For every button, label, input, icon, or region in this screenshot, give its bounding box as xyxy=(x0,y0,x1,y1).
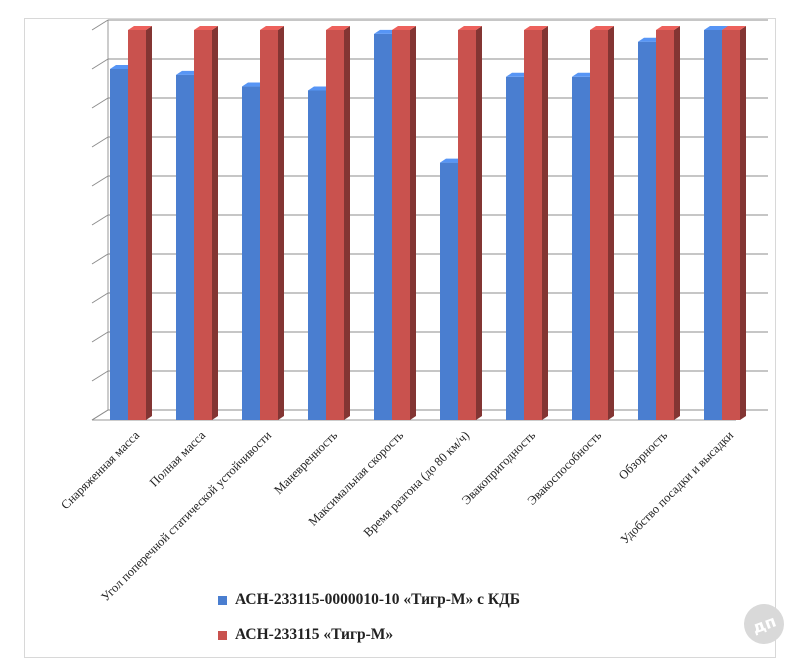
bar-front xyxy=(110,69,128,420)
bar-top xyxy=(128,26,152,30)
bar-front xyxy=(374,33,392,421)
bar-top xyxy=(590,26,614,30)
bars-layer xyxy=(110,26,746,421)
bar-front xyxy=(572,76,590,421)
bar-front xyxy=(440,162,458,420)
bar xyxy=(590,26,614,420)
bar xyxy=(128,26,152,420)
chart-border xyxy=(24,18,776,658)
bar xyxy=(656,26,680,420)
bar-side xyxy=(674,26,680,420)
x-tick-label: Удобство посадки и высадки xyxy=(618,428,737,547)
gridline-depth xyxy=(91,58,109,70)
bar-top xyxy=(656,26,680,30)
bar-front xyxy=(524,30,542,420)
x-tick-label: Эвакоспособность xyxy=(525,428,605,508)
bar-top xyxy=(704,26,728,30)
bar-front xyxy=(458,30,476,420)
bar-top xyxy=(392,26,416,30)
gridline-depth xyxy=(91,292,109,304)
legend-item-series-1: АСН-233115-0000010-10 «Тигр-М» с КДБ xyxy=(218,591,520,609)
gridline-depth xyxy=(91,253,109,265)
bar-side xyxy=(278,26,284,420)
bar xyxy=(326,26,350,420)
bar-side xyxy=(212,26,218,420)
x-tick-label: Маневренность xyxy=(271,428,340,497)
bar-side xyxy=(476,26,482,420)
gridline-depth xyxy=(91,175,109,187)
bar-front xyxy=(722,30,740,420)
x-tick-label: Снаряженная масса xyxy=(58,428,142,512)
gridline-depth xyxy=(91,370,109,382)
x-tick-label: Обзорность xyxy=(616,428,670,482)
bar-side xyxy=(740,26,746,420)
bar xyxy=(524,26,548,420)
bar-front xyxy=(656,30,674,420)
gridline-depth xyxy=(91,19,109,31)
bar-front xyxy=(326,30,344,420)
bar-side xyxy=(542,26,548,420)
bar xyxy=(392,26,416,420)
gridline-depth xyxy=(91,136,109,148)
bar-top xyxy=(458,26,482,30)
bar-front xyxy=(704,30,722,420)
legend-label-series-2: АСН-233115 «Тигр-М» xyxy=(235,626,394,643)
bar-front xyxy=(638,41,656,420)
bar-side xyxy=(608,26,614,420)
bar-front xyxy=(308,90,326,420)
bar-top xyxy=(524,26,548,30)
bar xyxy=(458,26,482,420)
bar-side xyxy=(146,26,152,420)
bar-front xyxy=(194,30,212,420)
bar-front xyxy=(242,86,260,421)
bar-front xyxy=(176,74,194,420)
bar-top xyxy=(194,26,218,30)
gridline-depth xyxy=(91,97,109,109)
bar-front xyxy=(128,30,146,420)
x-tick-label: Полная масса xyxy=(147,428,209,490)
bar-front xyxy=(392,30,410,420)
gridline-depth xyxy=(91,214,109,226)
bar xyxy=(194,26,218,420)
legend-label-series-1: АСН-233115-0000010-10 «Тигр-М» с КДБ xyxy=(235,591,521,608)
bar-side xyxy=(410,26,416,420)
x-tick-label: Время разгона (до 80 км/ч) xyxy=(361,428,472,539)
legend-swatch-series-1 xyxy=(218,595,227,605)
bar-front xyxy=(260,30,278,420)
bar-front xyxy=(506,76,524,421)
bar-top xyxy=(260,26,284,30)
bar xyxy=(260,26,284,420)
bar-top xyxy=(722,26,746,30)
bar-side xyxy=(344,26,350,420)
gridline-depth xyxy=(91,409,109,421)
legend-item-series-2: АСН-233115 «Тигр-М» xyxy=(218,626,393,644)
gridline-depth xyxy=(91,331,109,343)
bar-top xyxy=(326,26,350,30)
legend-swatch-series-2 xyxy=(218,630,227,640)
bar-front xyxy=(590,30,608,420)
bar xyxy=(722,26,746,420)
